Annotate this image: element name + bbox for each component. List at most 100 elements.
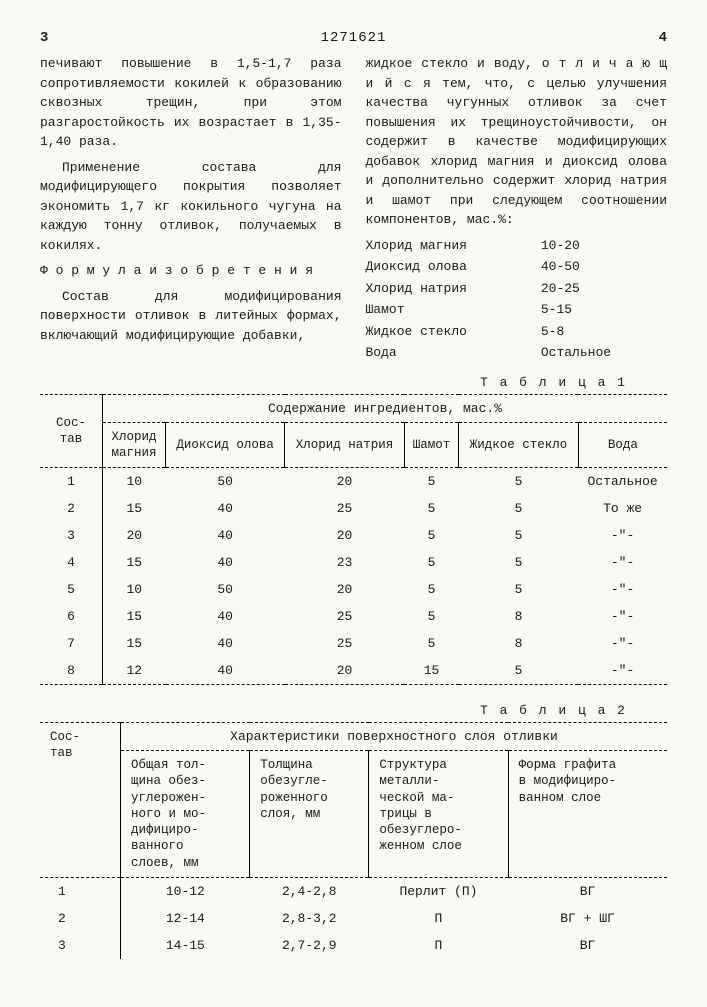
table-cell: 5 — [40, 576, 103, 603]
table-cell: 5 — [459, 522, 578, 549]
table-cell: 3 — [40, 522, 103, 549]
t1-col: Хлорид магния — [103, 422, 166, 468]
comp-val: 5-15 — [541, 300, 667, 320]
two-column-text: печивают повышение в 1,5-1,7 раза сопрот… — [40, 54, 667, 363]
comp-val: 5-8 — [541, 322, 667, 342]
table-cell: 40 — [166, 630, 285, 657]
table-cell: 20 — [285, 657, 404, 685]
t2-h-char: Характеристики поверхностного слоя отлив… — [121, 723, 668, 751]
formula-heading: Ф о р м у л а и з о б р е т е н и я — [40, 261, 342, 281]
table-cell: 40 — [166, 657, 285, 685]
table-cell: 12-14 — [121, 905, 250, 932]
table-cell: 20 — [285, 522, 404, 549]
table-cell: 10-12 — [121, 877, 250, 905]
table-cell: 8 — [459, 630, 578, 657]
table-cell: 8 — [40, 657, 103, 685]
comp-name: Жидкое стекло — [366, 322, 523, 342]
table-cell: 5 — [459, 468, 578, 496]
table-cell: ВГ — [508, 877, 667, 905]
page-num-right: 4 — [659, 30, 667, 46]
table2-label: Т а б л и ц а 2 — [40, 703, 627, 718]
table-row: 110502055Остальное — [40, 468, 667, 496]
t1-col: Вода — [578, 422, 667, 468]
t1-col: Диоксид олова — [166, 422, 285, 468]
table-cell: 12 — [103, 657, 166, 685]
table-cell: Остальное — [578, 468, 667, 496]
table-cell: 50 — [166, 468, 285, 496]
left-column: печивают повышение в 1,5-1,7 раза сопрот… — [40, 54, 342, 363]
table-cell: -"- — [578, 549, 667, 576]
right-column: жидкое стекло и воду, о т л и ч а ю щ и … — [366, 54, 668, 363]
table-row: 510502055-"- — [40, 576, 667, 603]
table-cell: 5 — [404, 468, 459, 496]
table-cell: 5 — [459, 549, 578, 576]
t2-col: Форма графита в модифициро- ванном слое — [508, 751, 667, 878]
table-cell: 5 — [404, 549, 459, 576]
table-cell: -"- — [578, 522, 667, 549]
t1-col: Жидкое стекло — [459, 422, 578, 468]
table-cell: 40 — [166, 549, 285, 576]
table-cell: 5 — [459, 495, 578, 522]
table-cell: 15 — [103, 630, 166, 657]
right-p1: жидкое стекло и воду, о т л и ч а ю щ и … — [366, 54, 668, 230]
page-header: 3 1271621 4 — [40, 30, 667, 46]
doc-number: 1271621 — [321, 30, 387, 46]
table-row: 320402055-"- — [40, 522, 667, 549]
table-cell: 14-15 — [121, 932, 250, 959]
table-cell: 40 — [166, 522, 285, 549]
t2-col: Структура металли- ческой ма- трицы в об… — [369, 751, 508, 878]
left-p3: Состав для модифицирования поверхности о… — [40, 287, 342, 346]
table-cell: 5 — [404, 603, 459, 630]
table-cell: -"- — [578, 603, 667, 630]
table-cell: 25 — [285, 603, 404, 630]
table-cell: 1 — [40, 877, 121, 905]
table-cell: 20 — [285, 576, 404, 603]
left-p2: Применение состава для модифицирующего п… — [40, 158, 342, 256]
table-row: 8124020155-"- — [40, 657, 667, 685]
comp-val: 20-25 — [541, 279, 667, 299]
t1-body: 110502055Остальное215402555То же32040205… — [40, 468, 667, 685]
table-cell: 5 — [459, 657, 578, 685]
table-cell: -"- — [578, 576, 667, 603]
table1-label: Т а б л и ц а 1 — [40, 375, 627, 390]
table-cell: 15 — [103, 495, 166, 522]
table-cell: 5 — [404, 495, 459, 522]
table-cell: 2 — [40, 495, 103, 522]
component-list: Хлорид магния10-20 Диоксид олова40-50 Хл… — [366, 236, 668, 363]
table-row: 110-122,4-2,8Перлит (П)ВГ — [40, 877, 667, 905]
comp-val: 40-50 — [541, 257, 667, 277]
table-cell: -"- — [578, 657, 667, 685]
comp-name: Шамот — [366, 300, 523, 320]
table-cell: 15 — [103, 549, 166, 576]
table-cell: 25 — [285, 495, 404, 522]
table-row: 212-142,8-3,2ПВГ + ШГ — [40, 905, 667, 932]
comp-name: Диоксид олова — [366, 257, 523, 277]
table-cell: ВГ — [508, 932, 667, 959]
table-cell: 2,8-3,2 — [250, 905, 369, 932]
table-cell: 5 — [459, 576, 578, 603]
table-row: 215402555То же — [40, 495, 667, 522]
comp-name: Хлорид магния — [366, 236, 523, 256]
t2-col: Толщина обезугле- роженного слоя, мм — [250, 751, 369, 878]
table-cell: П — [369, 905, 508, 932]
table-cell: 2 — [40, 905, 121, 932]
table-cell: 23 — [285, 549, 404, 576]
table-cell: ВГ + ШГ — [508, 905, 667, 932]
table-cell: 6 — [40, 603, 103, 630]
table-row: 314-152,7-2,9ПВГ — [40, 932, 667, 959]
table-cell: П — [369, 932, 508, 959]
table-cell: 8 — [459, 603, 578, 630]
table-cell: 20 — [103, 522, 166, 549]
comp-val: Остальное — [541, 343, 667, 363]
table-cell: 25 — [285, 630, 404, 657]
table-cell: 50 — [166, 576, 285, 603]
t1-col: Хлорид натрия — [285, 422, 404, 468]
table-cell: 15 — [404, 657, 459, 685]
table-1: Сос- тав Содержание ингредиентов, мас.% … — [40, 394, 667, 686]
table-row: 715402558-"- — [40, 630, 667, 657]
table-cell: 5 — [404, 630, 459, 657]
table-cell: 10 — [103, 468, 166, 496]
t1-col: Шамот — [404, 422, 459, 468]
comp-val: 10-20 — [541, 236, 667, 256]
table-cell: 3 — [40, 932, 121, 959]
